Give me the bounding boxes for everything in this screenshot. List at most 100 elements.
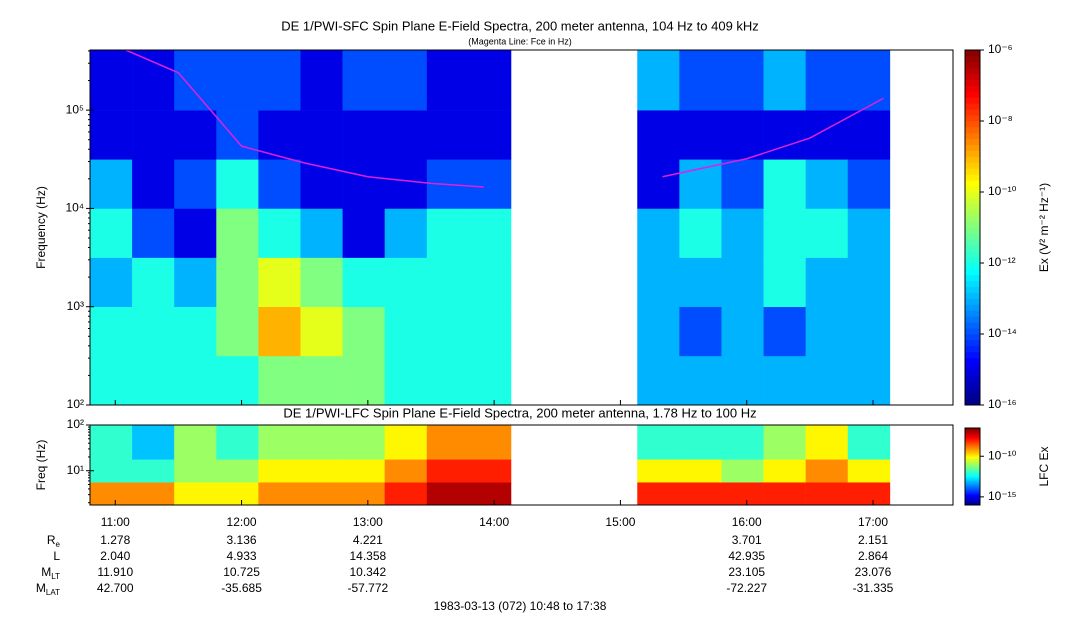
cell xyxy=(468,257,512,308)
cell xyxy=(805,482,849,506)
cell xyxy=(637,459,680,483)
colorbar-tick-label: 10⁻¹⁶ xyxy=(988,397,1017,411)
colorbar-step xyxy=(965,280,980,288)
colorbar-step xyxy=(965,488,980,490)
footer: 1983-03-13 (072) 10:48 to 17:38 xyxy=(434,599,607,613)
plot-frame xyxy=(89,424,954,506)
cell xyxy=(637,257,680,308)
colorbar-step xyxy=(965,428,980,430)
cell xyxy=(468,425,512,460)
x-tick-label: 12:00 xyxy=(227,515,257,529)
colorbar-step xyxy=(965,203,980,211)
colorbar-step xyxy=(965,435,980,438)
cell xyxy=(426,355,470,406)
colorbar-step xyxy=(965,439,980,442)
colorbar-step xyxy=(965,274,980,282)
cell xyxy=(384,257,428,308)
cell xyxy=(90,257,133,308)
cell xyxy=(300,459,343,483)
cell xyxy=(132,110,175,160)
colorbar-step xyxy=(965,430,980,433)
cell xyxy=(300,159,343,209)
colorbar-step xyxy=(965,215,980,222)
colorbar-step xyxy=(965,369,980,376)
colorbar-step xyxy=(965,465,980,467)
cell xyxy=(174,355,217,406)
ephemeris-value: -31.335 xyxy=(853,581,894,595)
colorbar-step xyxy=(965,470,980,473)
cell xyxy=(384,459,428,483)
colorbar-step xyxy=(965,442,980,444)
ephemeris-value: -57.772 xyxy=(347,581,388,595)
chart-title: DE 1/PWI-LFC Spin Plane E-Field Spectra,… xyxy=(283,405,756,420)
colorbar-step xyxy=(965,103,980,110)
ephemeris-label: MLT xyxy=(41,565,60,581)
cell xyxy=(90,306,133,357)
label-main: M xyxy=(36,581,46,595)
cell xyxy=(805,110,849,160)
cell xyxy=(721,482,764,506)
cell xyxy=(342,159,385,209)
colorbar-step xyxy=(965,156,980,163)
cell xyxy=(384,425,428,460)
cell xyxy=(300,425,343,460)
cell xyxy=(468,306,512,357)
cell xyxy=(721,355,764,406)
colorbar-step xyxy=(965,97,980,104)
cell xyxy=(468,50,512,111)
cell xyxy=(679,257,722,308)
ephemeris-value: 2.151 xyxy=(858,533,888,547)
cell xyxy=(805,50,849,111)
colorbar-step xyxy=(965,126,980,134)
cell xyxy=(342,355,385,406)
cell xyxy=(174,50,217,111)
colorbar-step xyxy=(965,180,980,187)
cell xyxy=(721,306,764,357)
y-tick-label: 10² xyxy=(67,417,84,431)
cell xyxy=(763,50,806,111)
colorbar-step xyxy=(965,150,980,157)
cell xyxy=(721,110,764,160)
colorbar-step xyxy=(965,487,980,489)
cell xyxy=(174,306,217,357)
colorbar-step xyxy=(965,263,980,270)
colorbar-step xyxy=(965,444,980,447)
cell xyxy=(342,50,385,111)
cell xyxy=(342,482,385,506)
cell xyxy=(468,459,512,483)
colorbar-step xyxy=(965,480,980,483)
cell xyxy=(805,208,849,258)
ephemeris-value: 10.342 xyxy=(349,565,386,579)
colorbar-step xyxy=(965,467,980,470)
cell xyxy=(216,159,259,209)
colorbar-step xyxy=(965,502,980,505)
cell xyxy=(132,257,175,308)
cell xyxy=(426,425,470,460)
cell xyxy=(132,425,175,460)
colorbar-step xyxy=(965,144,980,151)
cell xyxy=(426,306,470,357)
colorbar-step xyxy=(965,489,980,492)
colorbar-step xyxy=(965,485,980,488)
label-sub: LAT xyxy=(46,588,60,597)
colorbar-step xyxy=(965,310,980,317)
cell xyxy=(342,110,385,160)
cell xyxy=(216,425,259,460)
cell xyxy=(721,159,764,209)
cell xyxy=(216,482,259,506)
cell xyxy=(679,110,722,160)
cell xyxy=(763,208,806,258)
colorbar-step xyxy=(965,257,980,264)
cell xyxy=(679,50,722,111)
colorbar-step xyxy=(965,443,980,446)
cell xyxy=(847,110,891,160)
colorbar-step xyxy=(965,168,980,175)
cell xyxy=(90,208,133,258)
ephemeris-value: 1.278 xyxy=(100,533,130,547)
cell xyxy=(216,459,259,483)
cell xyxy=(805,355,849,406)
cell xyxy=(805,425,849,460)
cell xyxy=(132,482,175,506)
cell xyxy=(637,110,680,160)
